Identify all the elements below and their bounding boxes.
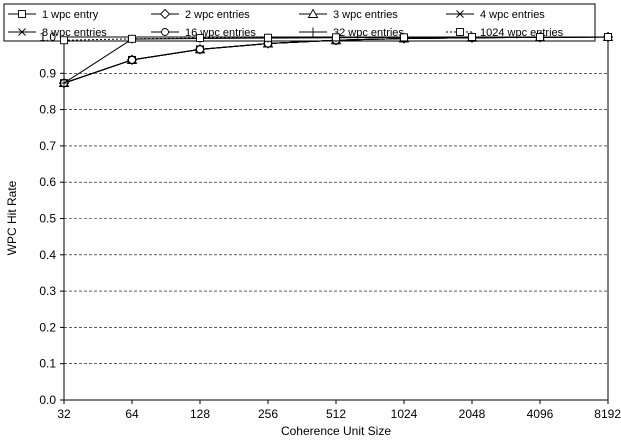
marker-square	[264, 33, 272, 42]
y-axis: 0.0 0.1 0.2 0.3 0.4 0.5 0.6 0.7 0.8 0.9 1.0	[39, 30, 64, 407]
y-tick-label: 1.0	[39, 30, 56, 44]
legend-label: 3 wpc entries	[333, 9, 398, 21]
marker-square	[18, 10, 26, 18]
legend-item: 1 wpc entry	[8, 9, 99, 21]
x-tick-label: 256	[258, 407, 278, 421]
x-tick-label: 512	[326, 407, 346, 421]
marker-circle	[196, 45, 204, 54]
legend: 1 wpc entry 2 wpc entries 3 wpc entries 4 w…	[3, 3, 596, 42]
y-tick-label: 0.1	[39, 357, 56, 371]
legend-label: 32 wpc entries	[333, 27, 404, 39]
marker-square	[468, 33, 476, 41]
legend-item: 8 wpc entries	[8, 27, 107, 39]
y-tick-label: 0.4	[39, 248, 56, 262]
x-tick-label: 8192	[594, 407, 621, 421]
marker-diamond	[159, 8, 171, 20]
marker-square	[536, 33, 544, 41]
y-tick-label: 0.7	[39, 139, 56, 153]
x-axis: 32 64 128 256 512 1024 2048 4096 8192	[57, 400, 621, 421]
y-tick-label: 0.5	[39, 212, 56, 226]
y-tick-label: 0.8	[39, 103, 56, 117]
legend-item: 32 wpc entries	[299, 27, 404, 39]
marker-square	[456, 28, 464, 36]
legend-label: 8 wpc entries	[42, 27, 107, 39]
x-tick-label: 64	[125, 407, 139, 421]
y-tick-label: 0.2	[39, 320, 56, 334]
y-tick-label: 0.3	[39, 284, 56, 298]
x-tick-label: 1024	[391, 407, 418, 421]
marker-square	[332, 33, 340, 42]
grid-lines	[64, 73, 608, 365]
marker-plus	[308, 27, 318, 37]
x-tick-label: 4096	[527, 407, 554, 421]
marker-circle	[128, 55, 136, 64]
legend-item: 2 wpc entries	[151, 8, 250, 21]
legend-label: 2 wpc entries	[185, 9, 250, 21]
marker-square	[196, 34, 204, 43]
series-lines	[58, 31, 614, 89]
marker-x	[456, 10, 464, 18]
series-1024-wpc-entries	[60, 33, 612, 45]
y-tick-label: 0.6	[39, 175, 56, 189]
legend-label: 1 wpc entry	[42, 9, 99, 21]
x-tick-label: 32	[57, 407, 71, 421]
marker-asterisk	[17, 28, 27, 36]
x-tick-label: 2048	[459, 407, 486, 421]
marker-square	[400, 33, 408, 42]
legend-item: 3 wpc entries	[299, 8, 398, 21]
x-axis-title: Coherence Unit Size	[281, 424, 391, 438]
y-tick-label: 0.9	[39, 66, 56, 80]
y-tick-label: 0.0	[39, 393, 56, 407]
marker-plus	[59, 78, 69, 88]
marker-triangle	[307, 8, 319, 18]
marker-circle	[161, 28, 169, 36]
legend-item: 4 wpc entries	[446, 9, 545, 21]
legend-box	[3, 3, 596, 42]
marker-square	[128, 34, 136, 43]
y-axis-title: WPC Hit Rate	[5, 180, 19, 255]
marker-square	[60, 36, 68, 45]
marker-square	[604, 33, 612, 41]
x-tick-label: 128	[190, 407, 210, 421]
legend-label: 4 wpc entries	[480, 9, 545, 21]
